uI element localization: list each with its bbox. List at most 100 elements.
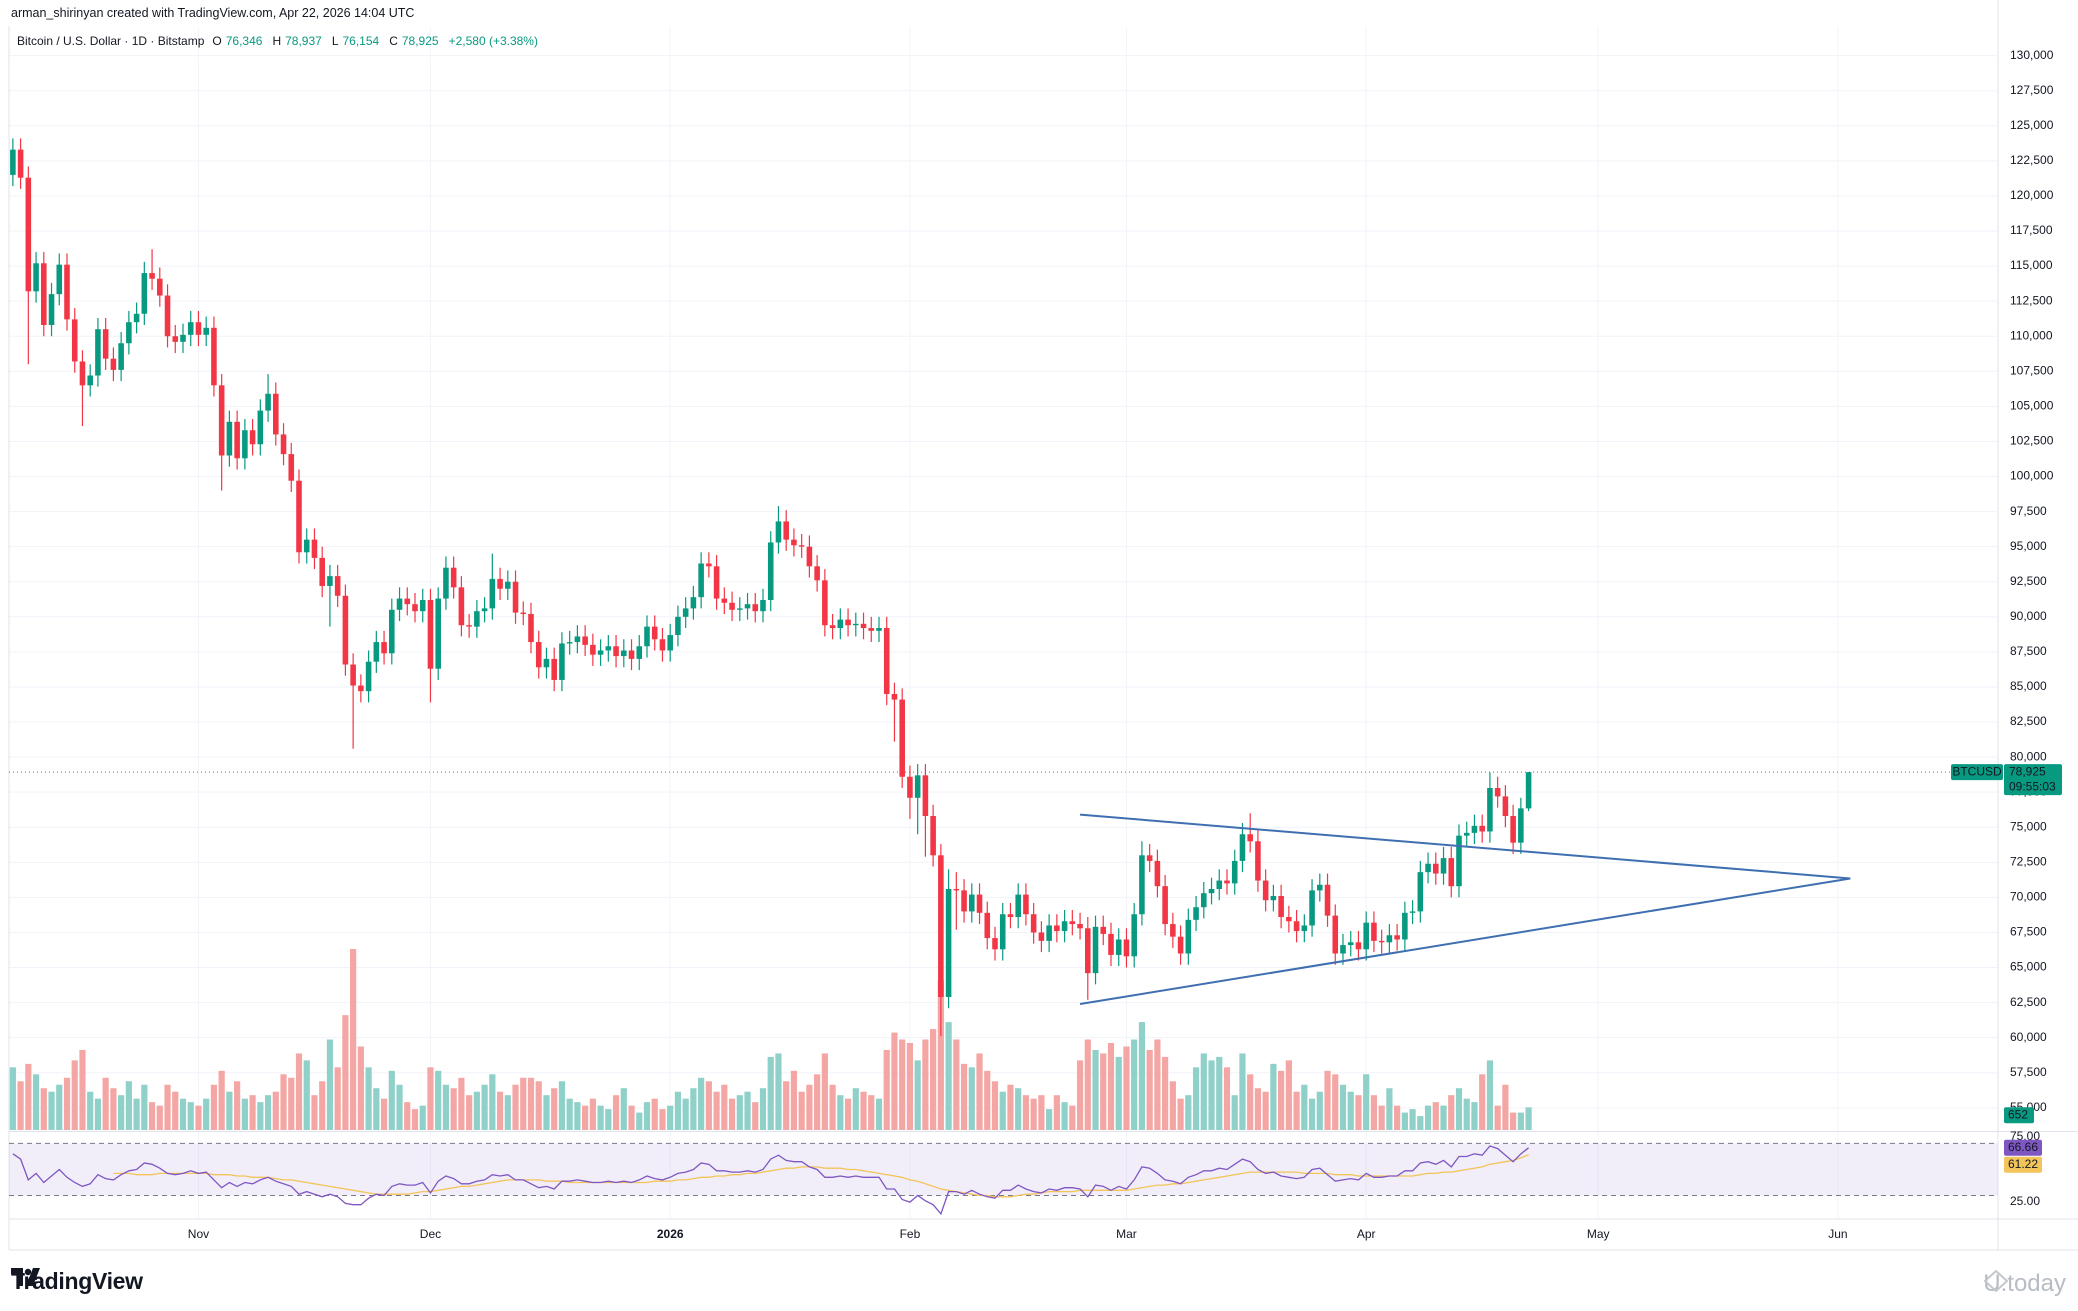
volume-bar: [450, 1088, 457, 1130]
volume-bar: [195, 1105, 202, 1130]
volume-bar: [984, 1070, 991, 1130]
volume-bar: [520, 1077, 527, 1130]
volume-bar: [728, 1098, 736, 1130]
volume-bar: [922, 1039, 929, 1130]
volume-bar: [698, 1077, 705, 1130]
candle-body: [365, 661, 372, 692]
rsi-ma-line: [113, 1154, 1529, 1198]
symbol-name: Bitcoin / U.S. Dollar · 1D · Bitstamp: [17, 34, 205, 48]
candle-body: [1386, 935, 1393, 943]
volume-bar: [303, 1060, 310, 1130]
y-tick-label: 67,500: [2010, 925, 2047, 939]
candle-body: [791, 539, 797, 546]
candle-body: [1208, 888, 1215, 894]
volume-bar: [1084, 1039, 1091, 1130]
price-tag: [2004, 764, 2062, 796]
candle-body: [1347, 942, 1354, 946]
candle-body: [675, 616, 681, 636]
volume-bar: [32, 1074, 40, 1130]
volume-bar: [1308, 1098, 1316, 1130]
candle-body: [930, 816, 936, 856]
candle-body: [613, 646, 619, 657]
y-tick-label: 127,500: [2010, 83, 2054, 97]
candle-body: [450, 567, 457, 588]
candle-body: [71, 319, 78, 362]
candle-body: [528, 614, 534, 643]
volume-bar: [798, 1091, 805, 1130]
candle-body: [845, 619, 851, 626]
candle-body: [1518, 808, 1524, 843]
volume-bar: [1370, 1095, 1378, 1130]
volume-bar: [605, 1109, 612, 1130]
candle-body: [435, 598, 441, 669]
candle-body: [1069, 921, 1076, 925]
volume-bar: [1015, 1088, 1022, 1130]
volume-tag: [2004, 1107, 2034, 1124]
candle-body: [1487, 787, 1493, 832]
volume-bar: [295, 1053, 303, 1130]
volume-bar: [674, 1091, 682, 1130]
volume-bar: [659, 1109, 666, 1130]
tradingview-logo: TradingView: [11, 1268, 143, 1295]
candle-body: [938, 855, 944, 998]
candle-body: [288, 454, 295, 481]
candle-body: [1402, 912, 1408, 940]
volume-bar: [125, 1081, 132, 1130]
candle-body: [543, 658, 550, 668]
volume-bar: [558, 1081, 566, 1130]
candle-body: [1417, 872, 1424, 912]
candle-body: [41, 263, 47, 326]
volume-bar: [821, 1053, 828, 1130]
volume-bar: [883, 1049, 890, 1130]
volume-bar: [1022, 1095, 1030, 1130]
candle-body: [102, 329, 109, 359]
volume-bar: [636, 1112, 643, 1130]
volume-bar: [311, 1095, 318, 1130]
candle-body: [737, 608, 743, 610]
volume-bar: [1525, 1107, 1532, 1130]
volume-bar: [319, 1081, 326, 1130]
symbol-tag-text: BTCUSD: [1952, 764, 2002, 778]
candle-body: [180, 334, 186, 342]
x-tick-label: Dec: [420, 1227, 441, 1241]
volume-bar: [752, 1102, 759, 1130]
y-tick-label: 75,000: [2010, 819, 2047, 833]
candle-body: [95, 329, 101, 376]
volume-bar: [643, 1102, 651, 1130]
volume-bar: [442, 1084, 450, 1130]
volume-bar: [1424, 1105, 1432, 1130]
candle-body: [33, 263, 39, 292]
volume-bar: [203, 1098, 210, 1130]
candle-body: [1301, 925, 1308, 932]
change: +2,580 (+3.38%): [448, 34, 538, 48]
volume-bar: [1355, 1095, 1362, 1130]
volume-bar: [164, 1084, 171, 1130]
ohlc-value: 76,346: [225, 34, 263, 48]
candle-body: [752, 604, 759, 612]
candle-body: [319, 557, 325, 586]
volume-bar: [1262, 1091, 1269, 1130]
candle-body: [1131, 914, 1137, 957]
candle-body: [358, 685, 364, 692]
volume-bar: [1409, 1109, 1416, 1130]
volume-bar: [1417, 1116, 1424, 1130]
volume-bar: [1401, 1112, 1408, 1130]
volume-bar: [1517, 1112, 1524, 1130]
volume-bar: [179, 1098, 187, 1130]
candle-body: [56, 264, 63, 295]
candle-body: [474, 611, 480, 627]
y-tick-label: 125,000: [2010, 118, 2054, 132]
y-tick-label: 85,000: [2010, 679, 2047, 693]
ohlc-key: L: [331, 34, 339, 48]
candle-body: [667, 635, 673, 651]
candle-body: [628, 650, 635, 659]
candle-body: [1046, 925, 1052, 941]
candle-body: [512, 581, 519, 613]
rsi-ma-tag-text: 61.22: [2008, 1157, 2038, 1171]
candle-body: [1115, 939, 1122, 955]
volume-bar: [960, 1063, 968, 1130]
candle-body: [1247, 834, 1253, 842]
volume-bar: [1339, 1084, 1347, 1130]
volume-bar: [373, 1088, 380, 1130]
